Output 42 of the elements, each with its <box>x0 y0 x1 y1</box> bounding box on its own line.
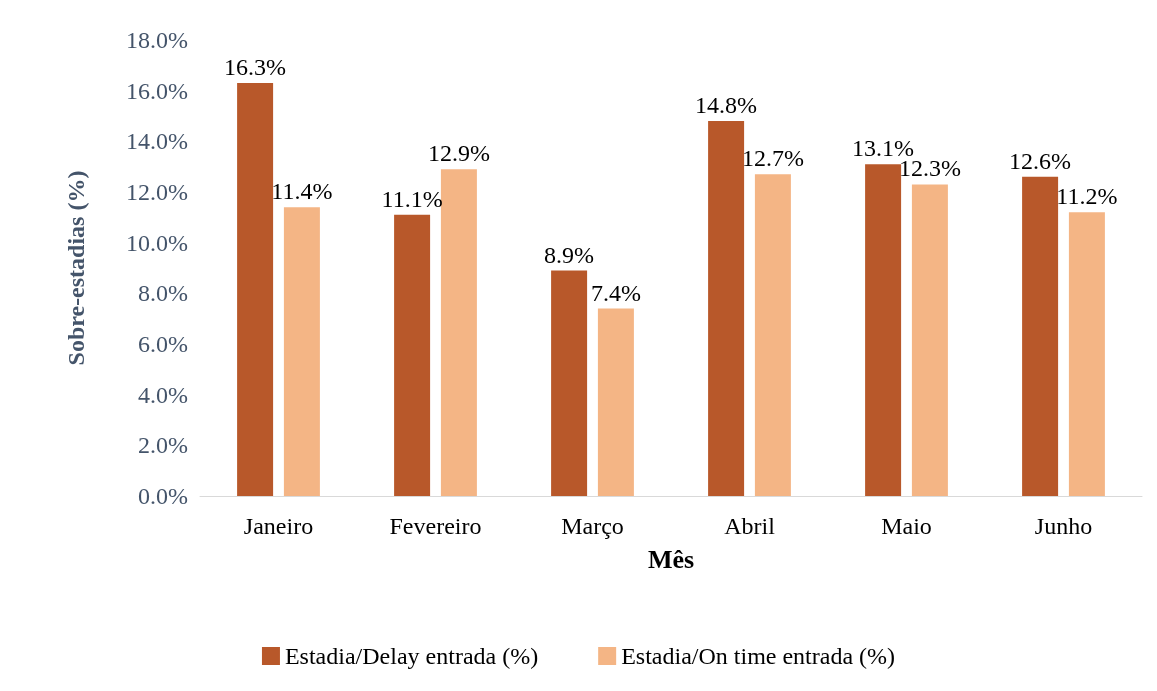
y-axis-title: Sobre-estadias (%) <box>63 170 89 366</box>
legend-label: Estadia/On time entrada (%) <box>621 643 896 669</box>
bar <box>1068 212 1105 496</box>
data-label: 11.4% <box>271 178 333 205</box>
bar <box>754 174 791 496</box>
data-label: 12.9% <box>427 140 490 167</box>
data-label: 11.2% <box>1056 183 1118 210</box>
x-tick-label: Junho <box>1034 513 1093 539</box>
y-tick-label: 0.0% <box>138 483 188 509</box>
x-tick-label: Março <box>561 513 624 539</box>
x-tick-label: Abril <box>724 513 776 539</box>
x-tick-label: Fevereiro <box>389 513 482 539</box>
bar <box>394 214 431 496</box>
data-label: 12.6% <box>1009 147 1072 174</box>
y-tick-label: 10.0% <box>126 229 188 256</box>
bar <box>911 184 948 496</box>
y-tick-label: 8.0% <box>138 280 188 307</box>
data-label: 12.7% <box>741 145 804 172</box>
bar <box>865 164 902 496</box>
bar <box>708 121 745 496</box>
y-tick-label: 18.0% <box>126 27 188 53</box>
bar <box>283 207 320 496</box>
bar <box>1022 176 1059 496</box>
x-axis-title: Mês <box>647 544 695 574</box>
y-tick-label: 4.0% <box>138 381 188 408</box>
y-tick-label: 2.0% <box>138 432 188 459</box>
x-tick-label: Janeiro <box>243 513 314 539</box>
data-label: 14.8% <box>695 92 758 119</box>
data-label: 16.3% <box>224 54 287 81</box>
data-label: 7.4% <box>590 279 641 306</box>
y-tick-label: 14.0% <box>126 128 188 155</box>
bar <box>597 308 634 496</box>
x-tick-label: Maio <box>881 513 932 539</box>
data-label: 11.1% <box>381 185 443 212</box>
data-label: 8.9% <box>544 241 595 268</box>
bar <box>440 169 477 496</box>
legend-label: Estadia/Delay entrada (%) <box>284 643 539 669</box>
y-tick-label: 16.0% <box>126 77 188 104</box>
y-tick-label: 12.0% <box>126 179 188 205</box>
bar <box>237 83 274 496</box>
bar <box>551 270 588 496</box>
y-tick-label: 6.0% <box>138 331 188 357</box>
